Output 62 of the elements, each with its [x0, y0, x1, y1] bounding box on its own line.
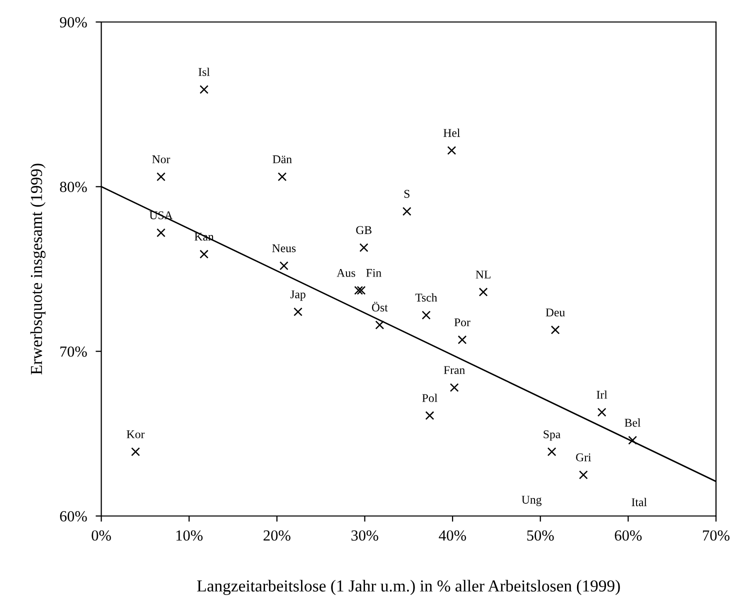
x-axis-title: Langzeitarbeitslose (1 Jahr u.m.) in % aller Arbeitslosen (1999)	[197, 580, 620, 596]
annotation: Pol	[422, 394, 438, 402]
point	[200, 250, 208, 259]
annotation: Neus	[272, 244, 296, 252]
x-tick-label: 70%	[703, 530, 730, 541]
annotation: NL	[476, 270, 490, 278]
point	[294, 307, 302, 316]
point	[550, 326, 560, 334]
point	[131, 447, 140, 456]
point	[425, 411, 434, 420]
annotation: Spa	[544, 430, 560, 441]
x-tick-label: 0%	[92, 530, 111, 541]
y-tick-label: 70%	[60, 346, 87, 357]
point	[156, 172, 166, 182]
annotation: Deu	[546, 308, 565, 316]
point	[447, 146, 456, 155]
point	[450, 383, 459, 392]
annotation: Irl	[596, 390, 608, 399]
annotation: Bel	[624, 418, 641, 427]
annotation: Fin	[366, 268, 382, 277]
annotation: Gri	[576, 453, 592, 462]
x-tick-label: 10%	[176, 530, 203, 541]
point	[354, 286, 364, 295]
point	[422, 310, 431, 320]
annotation: Hel	[443, 128, 460, 137]
point	[280, 261, 288, 270]
point	[402, 206, 412, 216]
point	[578, 470, 588, 480]
annotation: Fran	[444, 366, 465, 374]
annotation: Ital	[632, 498, 647, 506]
annotation: GB	[356, 226, 372, 234]
point	[356, 286, 366, 295]
point	[359, 243, 368, 252]
x-tick-label: 50%	[527, 530, 554, 541]
point	[547, 447, 556, 456]
y-tick-label: 90%	[60, 17, 87, 28]
annotation: Por	[454, 318, 470, 326]
point	[200, 85, 208, 94]
annotation: Öst	[372, 302, 388, 312]
annotation: S	[404, 190, 410, 198]
annotation: Tsch	[415, 293, 438, 302]
point	[478, 288, 488, 296]
point	[597, 408, 606, 417]
annotation: Isl	[198, 68, 210, 76]
point	[278, 172, 287, 182]
y-tick-label: 80%	[60, 182, 87, 192]
annotation: Dän	[272, 155, 292, 164]
x-tick-label: 60%	[614, 530, 642, 541]
point	[628, 436, 638, 445]
point	[458, 335, 467, 344]
annotation: Jap	[290, 290, 306, 301]
annotation: Nor	[152, 155, 170, 164]
x-tick-label: 20%	[264, 530, 290, 541]
annotation: Aus	[336, 268, 356, 277]
annotation: Kor	[126, 430, 145, 438]
point	[375, 320, 384, 330]
x-tick-label: 40%	[438, 530, 466, 541]
annotation: Ung	[522, 496, 542, 506]
point	[156, 228, 166, 238]
x-tick-label: 30%	[351, 530, 378, 541]
y-tick-label: 60%	[60, 511, 87, 522]
y-axis-title: Erwerbsquote insgesamt (1999)	[30, 164, 46, 375]
